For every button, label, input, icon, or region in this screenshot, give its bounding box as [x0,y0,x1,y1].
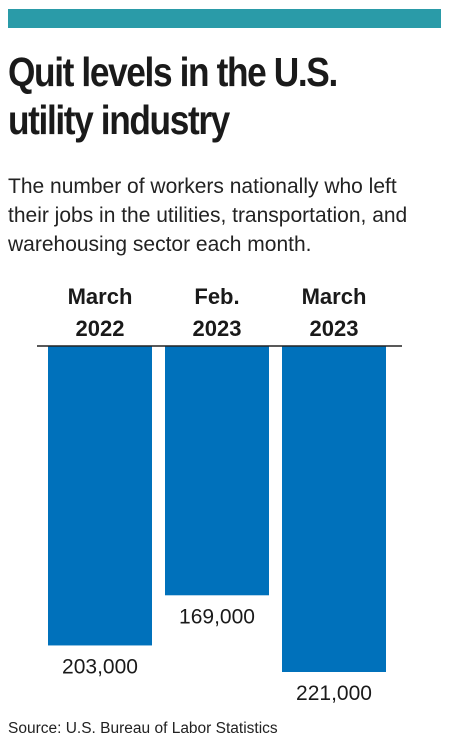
bar-3 [282,346,386,672]
chart-title: Quit levels in the U.S. utility industry [8,48,438,144]
value-label-1: 203,000 [62,655,138,678]
category-label-2-line-2: 2023 [193,316,242,341]
source-note: Source: U.S. Bureau of Labor Statistics [8,720,278,737]
chart-title-line-1: Quit levels in the U.S. [8,49,338,95]
chart-subtitle: The number of workers nationally who lef… [8,172,448,259]
value-label-2: 169,000 [179,605,255,628]
category-label-1-line-1: March [68,284,133,309]
top-accent-bar [8,9,441,28]
chart-subtitle-line-1: The number of workers nationally who lef… [8,175,397,198]
chart-subtitle-line-2: their jobs in the utilities, transportat… [8,204,408,227]
category-label-2-line-1: Feb. [194,284,239,309]
chart-subtitle-line-3: warehousing sector each month. [8,233,312,256]
category-label-3-line-1: March [302,284,367,309]
category-label-1-line-2: 2022 [76,316,125,341]
bar-2 [165,346,269,596]
value-label-3: 221,000 [296,682,372,705]
chart-title-line-2: utility industry [8,97,230,143]
category-label-3-line-2: 2023 [310,316,359,341]
bar-1 [48,346,152,646]
